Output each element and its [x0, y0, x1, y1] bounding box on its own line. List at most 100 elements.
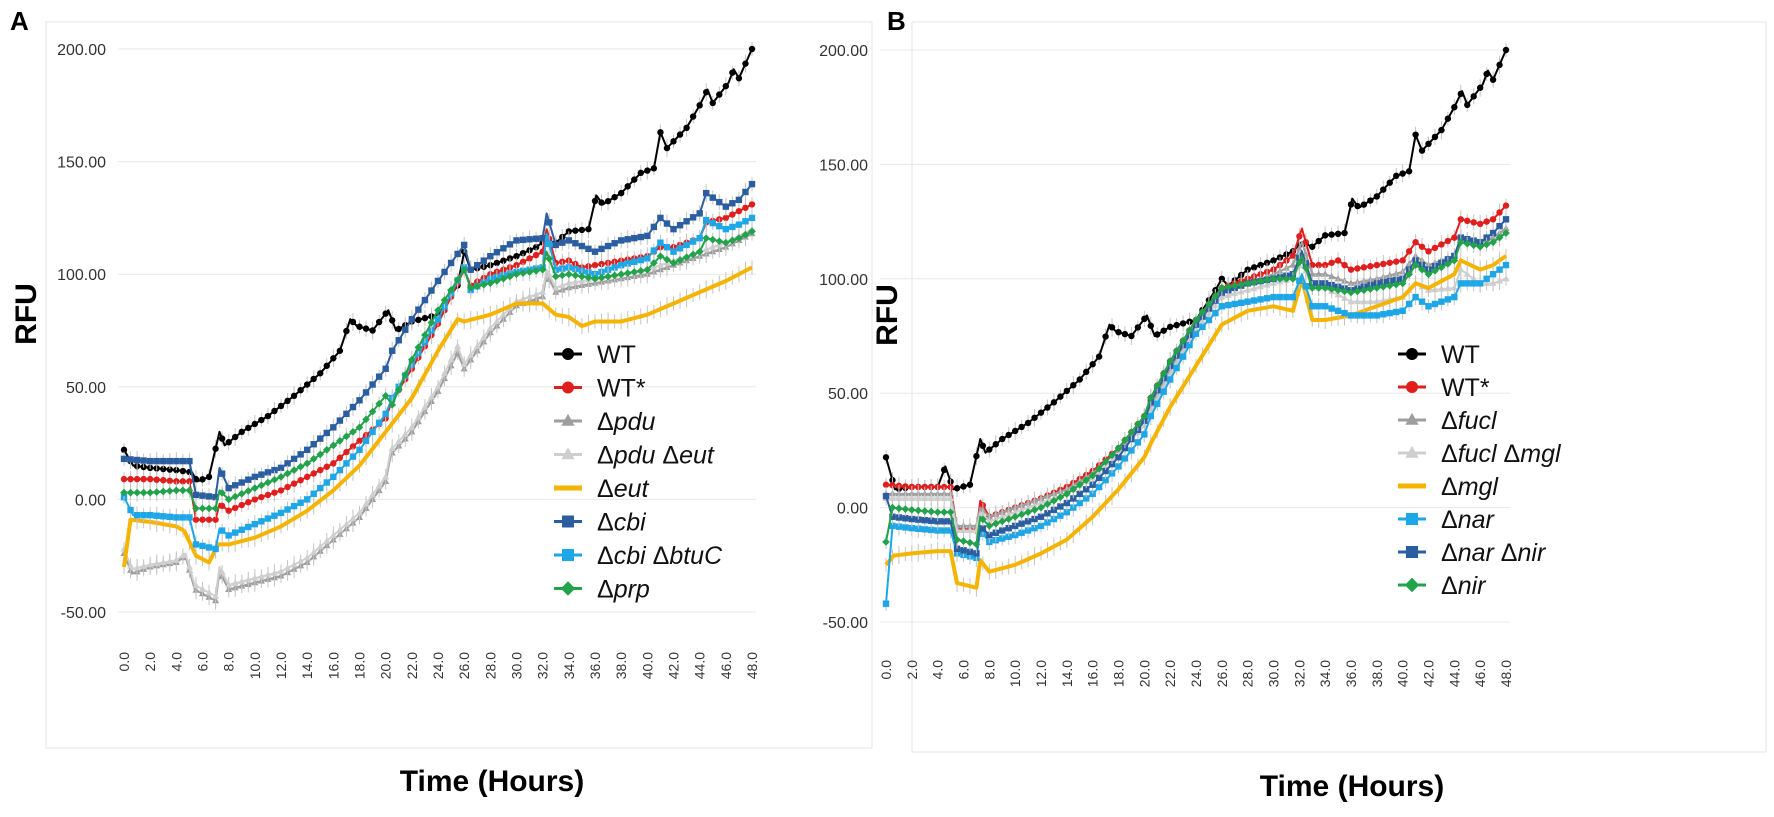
data-point	[1367, 197, 1374, 204]
data-point	[1044, 519, 1051, 526]
data-point	[1334, 230, 1342, 238]
data-point	[257, 481, 266, 490]
data-point	[493, 259, 501, 267]
data-point	[703, 88, 710, 96]
data-point	[907, 506, 916, 514]
data-point	[696, 210, 703, 217]
data-point	[120, 446, 128, 454]
data-point	[231, 492, 240, 501]
data-point	[1296, 277, 1303, 284]
data-point	[1024, 527, 1032, 534]
data-point	[467, 266, 474, 273]
data-point	[1102, 476, 1109, 484]
data-point	[1089, 490, 1096, 498]
data-point	[1373, 193, 1381, 200]
line-delta-fucl-b	[886, 227, 1507, 527]
x-tick-label: 48.0	[744, 652, 760, 679]
data-point	[186, 514, 193, 521]
data-point	[1095, 483, 1103, 491]
data-point	[362, 325, 370, 332]
data-point	[152, 488, 161, 496]
legend-swatch-marker	[1405, 412, 1419, 425]
data-point	[1301, 264, 1310, 272]
data-point	[940, 508, 948, 517]
data-point	[572, 240, 579, 247]
data-point	[1463, 270, 1471, 277]
data-point	[1457, 90, 1464, 98]
data-point	[630, 268, 639, 276]
legend-swatch-marker	[561, 447, 575, 460]
data-point	[454, 342, 462, 349]
data-point	[1412, 131, 1419, 138]
data-point	[1438, 126, 1445, 134]
data-point	[224, 495, 233, 504]
data-point	[277, 567, 285, 575]
data-point	[238, 577, 246, 585]
data-point	[1489, 229, 1497, 237]
data-point	[1263, 276, 1271, 284]
data-point	[212, 516, 219, 523]
data-point	[447, 355, 455, 363]
data-point	[232, 504, 239, 512]
data-point	[940, 494, 948, 502]
data-point	[277, 509, 285, 517]
data-point	[532, 235, 540, 242]
data-point	[1424, 270, 1433, 279]
data-point	[1031, 515, 1038, 523]
data-point	[487, 252, 494, 260]
legend-swatch-marker	[1406, 348, 1418, 360]
data-point	[966, 538, 974, 547]
data-point	[232, 433, 239, 441]
x-tick-label: 38.0	[613, 652, 629, 679]
data-point	[1270, 257, 1277, 264]
data-point	[199, 516, 206, 523]
data-point	[571, 271, 580, 280]
data-point	[644, 167, 651, 174]
data-point	[1075, 480, 1084, 489]
data-point	[921, 516, 928, 524]
legend-item-delta-prp-a: Δprp	[554, 576, 650, 604]
data-point	[146, 511, 154, 519]
data-point	[1101, 458, 1110, 466]
data-point	[1011, 512, 1020, 521]
x-tick-label: 16.0	[325, 652, 341, 679]
data-point	[349, 453, 357, 460]
data-point	[192, 504, 200, 513]
data-point	[1238, 299, 1245, 307]
data-point	[1121, 455, 1129, 462]
data-point	[369, 381, 376, 388]
data-point	[656, 261, 664, 268]
data-point	[460, 241, 468, 249]
data-point	[1050, 515, 1058, 523]
legend-swatch-marker	[562, 348, 574, 360]
data-point	[434, 316, 442, 323]
data-point	[407, 355, 416, 364]
data-point	[277, 464, 285, 472]
data-point	[1160, 388, 1167, 395]
data-point	[1373, 261, 1381, 269]
data-point	[1418, 147, 1426, 154]
data-point	[225, 484, 232, 492]
data-point	[179, 478, 187, 485]
data-point	[127, 506, 134, 514]
data-point	[1062, 490, 1071, 498]
data-point	[1172, 347, 1181, 355]
data-point	[1393, 172, 1400, 180]
data-point	[1353, 287, 1362, 296]
data-point	[244, 487, 253, 495]
data-point	[708, 235, 717, 244]
data-point	[330, 424, 337, 431]
data-point	[1173, 321, 1180, 329]
data-point	[231, 579, 239, 586]
data-point	[1489, 216, 1497, 223]
x-tick-label: 26.0	[1214, 660, 1230, 687]
data-point	[1431, 266, 1439, 275]
data-point	[336, 347, 344, 354]
data-point	[323, 463, 330, 470]
data-point	[1070, 495, 1077, 502]
data-point	[598, 245, 605, 253]
data-point	[598, 199, 605, 206]
data-point	[940, 527, 948, 534]
data-point	[1483, 218, 1490, 225]
data-point	[1018, 520, 1025, 527]
